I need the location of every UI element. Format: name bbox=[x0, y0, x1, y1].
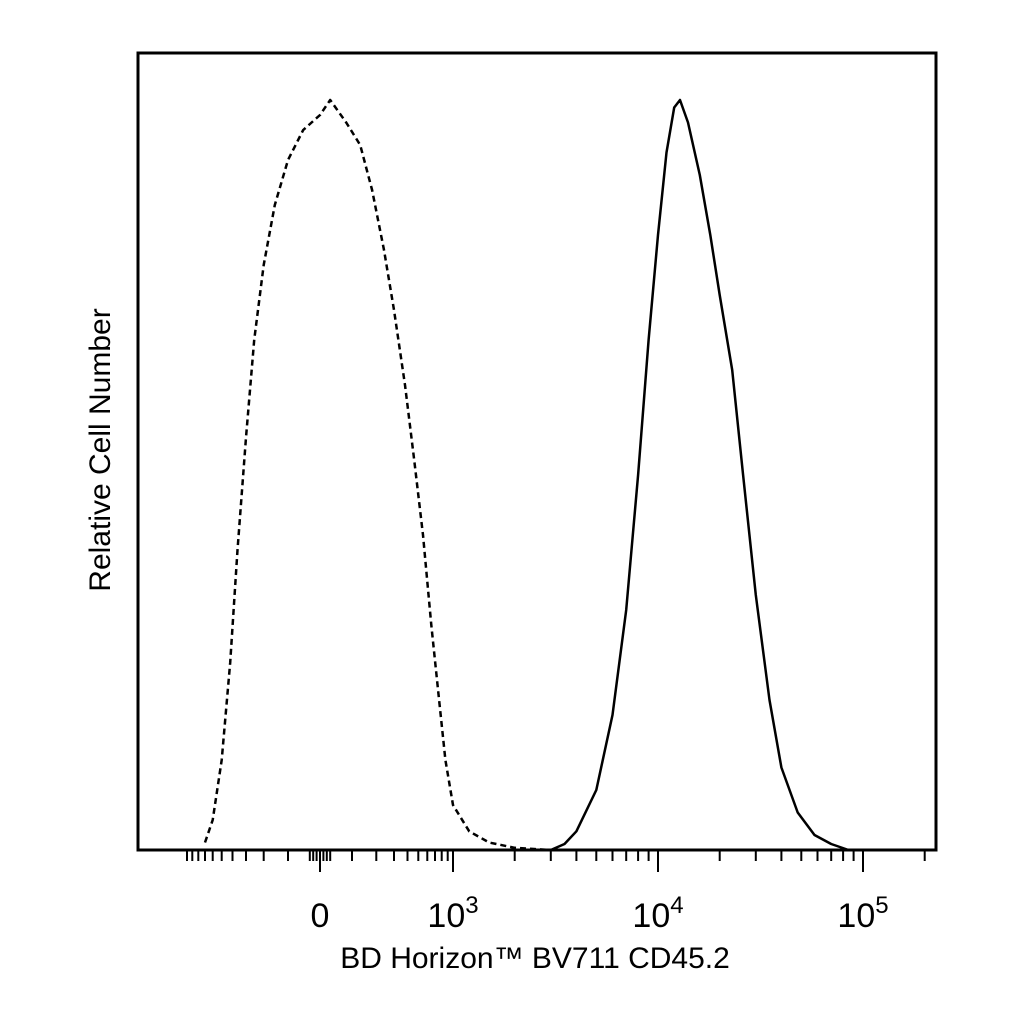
x-axis-title: BD Horizon™ BV711 CD45.2 bbox=[340, 942, 730, 975]
series-dashed-curve bbox=[203, 98, 551, 852]
x-tick-label: 0 bbox=[311, 897, 330, 935]
x-tick-label: 103 bbox=[427, 892, 478, 935]
histogram-curves bbox=[203, 98, 849, 852]
plot-frame bbox=[136, 51, 938, 852]
x-tick-label: 104 bbox=[632, 892, 683, 935]
x-major-ticks bbox=[319, 850, 864, 872]
x-tick-label: 105 bbox=[837, 892, 888, 935]
x-tick-labels: 0 103 104 105 bbox=[311, 892, 889, 935]
x-minor-ticks bbox=[186, 850, 926, 861]
series-solid-curve bbox=[550, 98, 849, 852]
y-axis-title: Relative Cell Number bbox=[84, 308, 117, 591]
